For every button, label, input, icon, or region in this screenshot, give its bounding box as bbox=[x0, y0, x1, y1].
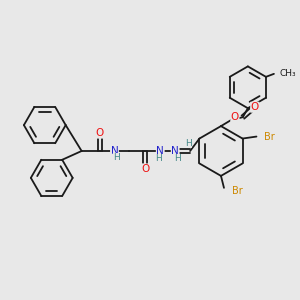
Text: N: N bbox=[171, 146, 179, 156]
Text: O: O bbox=[231, 112, 239, 122]
Text: H: H bbox=[174, 154, 181, 164]
Text: H: H bbox=[185, 139, 191, 148]
Text: CH₃: CH₃ bbox=[280, 69, 296, 78]
Text: N: N bbox=[111, 146, 118, 156]
Text: Br: Br bbox=[264, 132, 275, 142]
Text: N: N bbox=[156, 146, 164, 156]
Text: H: H bbox=[113, 154, 120, 163]
Text: H: H bbox=[155, 154, 162, 164]
Text: Br: Br bbox=[232, 186, 243, 196]
Text: O: O bbox=[95, 128, 104, 138]
Text: O: O bbox=[251, 102, 259, 112]
Text: O: O bbox=[141, 164, 149, 174]
